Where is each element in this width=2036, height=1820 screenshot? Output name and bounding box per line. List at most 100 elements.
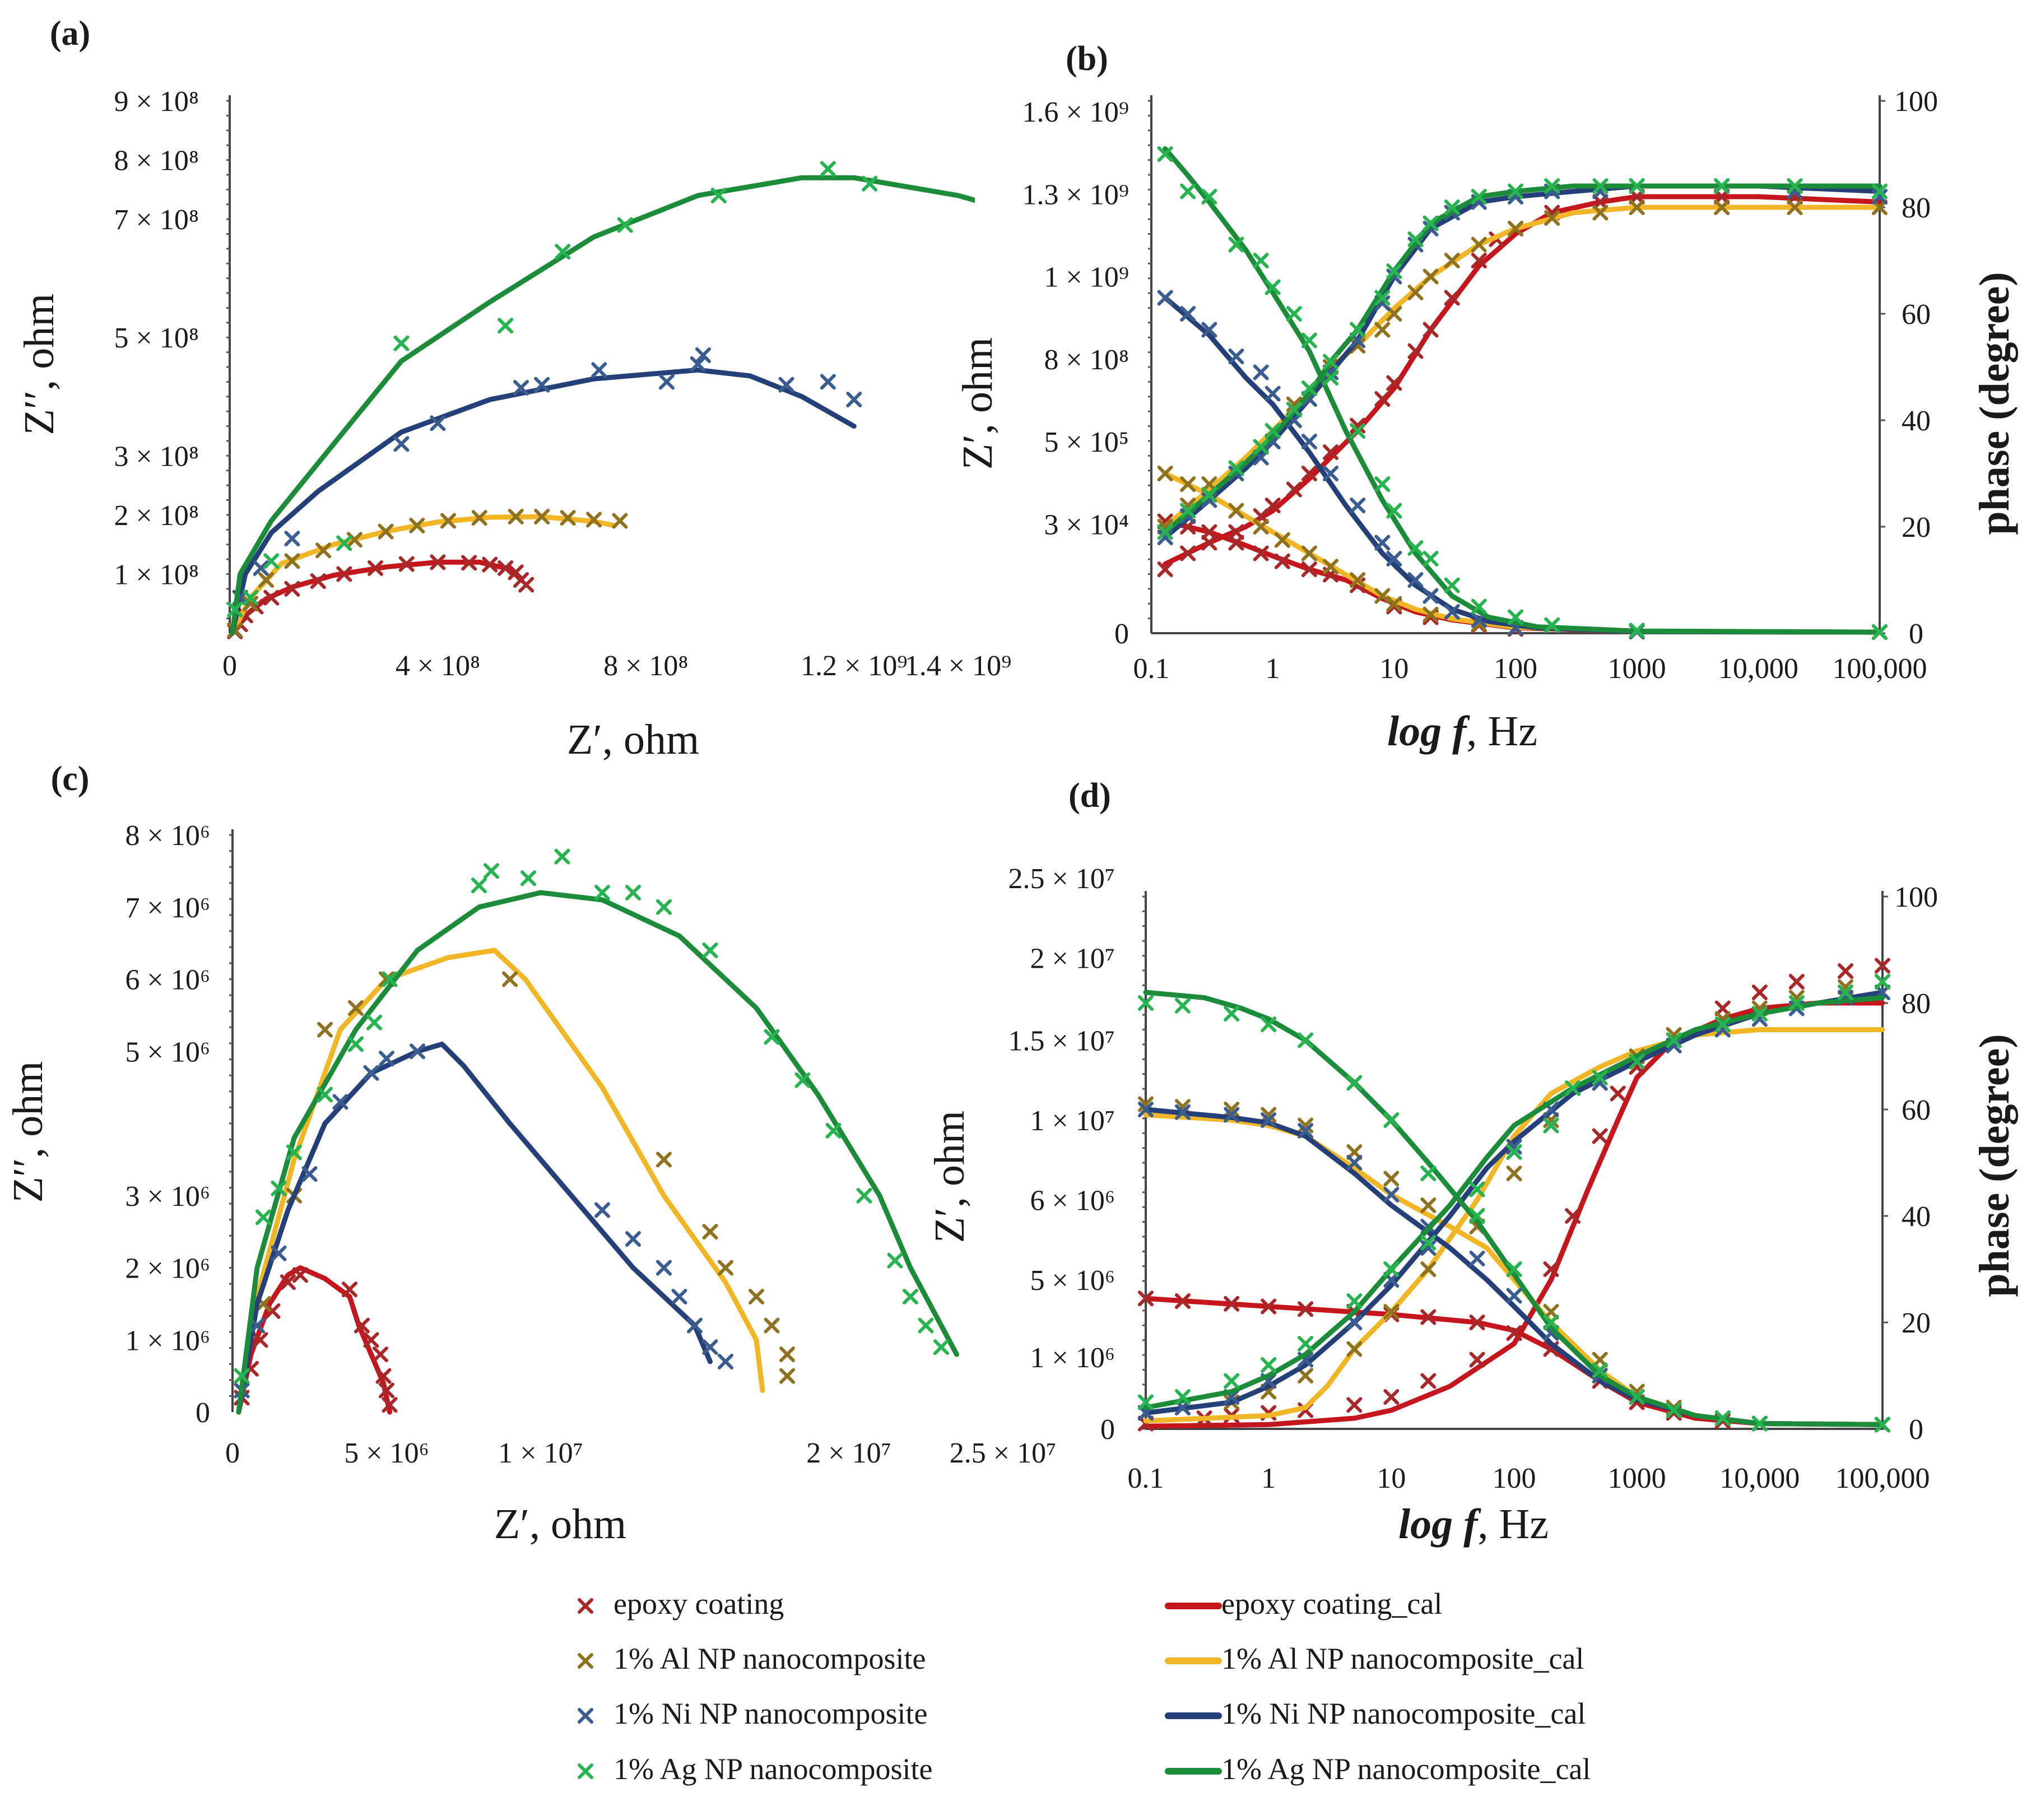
data-point-ag bbox=[764, 1029, 780, 1045]
data-point-epoxy bbox=[280, 1274, 296, 1290]
data-point-ni bbox=[702, 1339, 718, 1355]
data-point-ag bbox=[702, 942, 718, 958]
data-point-al-phase bbox=[1298, 1368, 1314, 1383]
data-point-epoxy bbox=[382, 1397, 398, 1413]
data-point-ni bbox=[625, 1231, 641, 1247]
data-point-ag-impedance bbox=[1286, 306, 1302, 322]
data-point-al bbox=[317, 1022, 333, 1038]
data-point-al bbox=[502, 971, 518, 987]
data-point-al-phase bbox=[1629, 199, 1645, 215]
data-point-ag-phase bbox=[1444, 199, 1460, 215]
data-point-epoxy-phase bbox=[1180, 545, 1196, 561]
data-point-epoxy bbox=[310, 573, 326, 589]
data-point-al-impedance bbox=[1274, 532, 1290, 548]
data-point-ag-phase bbox=[1872, 183, 1888, 199]
data-point-ag bbox=[554, 848, 570, 865]
data-point-ag-impedance bbox=[1444, 577, 1460, 593]
data-point-ag bbox=[825, 1122, 842, 1139]
data-point-ag-impedance bbox=[1323, 370, 1339, 386]
data-point-ag bbox=[903, 1289, 918, 1304]
data-point-al-impedance bbox=[1253, 519, 1269, 535]
data-point-ag-phase bbox=[1751, 1006, 1768, 1022]
data-point-ag-phase bbox=[1506, 1144, 1522, 1160]
data-point-ag bbox=[382, 971, 398, 987]
data-point-ag bbox=[317, 1087, 333, 1103]
data-point-ag-phase bbox=[1301, 380, 1317, 396]
data-point-ag-impedance bbox=[1253, 253, 1269, 268]
data-point-ag-impedance bbox=[1265, 279, 1281, 295]
data-point-epoxy-phase bbox=[1751, 985, 1768, 1000]
data-point-ni-impedance bbox=[1174, 1104, 1191, 1120]
y-tick-label: 9 × 10⁸ bbox=[114, 86, 199, 118]
data-point-al-phase bbox=[1592, 205, 1609, 221]
data-point-epoxy bbox=[375, 1368, 392, 1384]
data-point-ag bbox=[820, 161, 836, 177]
y-tick-label: 1 × 10⁶ bbox=[1030, 1342, 1115, 1374]
fit-line-ag-phase bbox=[1143, 995, 1885, 1410]
data-point-epoxy-phase bbox=[1265, 498, 1281, 513]
legend-label-ag: 1% Ag NP nanocomposite bbox=[613, 1752, 932, 1786]
data-point-al-impedance bbox=[1261, 1107, 1277, 1123]
data-point-al-impedance bbox=[1386, 596, 1402, 612]
data-point-ag-phase bbox=[1383, 1261, 1400, 1277]
y-tick-label: 5 × 10⁶ bbox=[1030, 1265, 1115, 1297]
data-point-ag-phase bbox=[1592, 1070, 1608, 1085]
data-point-al-impedance bbox=[1420, 1197, 1437, 1213]
data-point-ag-phase bbox=[1350, 322, 1366, 338]
data-point-ag-phase bbox=[1286, 402, 1302, 417]
data-point-ni-impedance bbox=[1224, 1107, 1240, 1123]
data-point-epoxy-phase bbox=[1565, 1208, 1581, 1224]
data-point-epoxy-impedance bbox=[1138, 1290, 1154, 1307]
data-point-ag bbox=[336, 535, 352, 551]
x-tick-label: 1000 bbox=[1608, 653, 1666, 685]
data-point-ag bbox=[255, 1209, 271, 1225]
y-tick-label: 5 × 10⁶ bbox=[125, 1036, 210, 1068]
data-point-ag-impedance bbox=[1298, 1032, 1314, 1048]
x-tick-label: 1 bbox=[1261, 1462, 1276, 1494]
data-point-ag-impedance bbox=[1228, 236, 1244, 253]
data-point-ag-impedance bbox=[1386, 503, 1402, 519]
y-axis-title: Z′′, ohm bbox=[4, 1061, 52, 1203]
data-point-al bbox=[508, 509, 524, 525]
data-point-epoxy-phase bbox=[1788, 974, 1805, 990]
data-point-ni-impedance bbox=[1423, 588, 1439, 604]
y-tick-label: 2.5 × 10⁷ bbox=[1008, 863, 1115, 895]
x-tick-label: 10,000 bbox=[1719, 1462, 1800, 1494]
y2-tick-label: 100 bbox=[1894, 881, 1938, 913]
y2-axis-title: phase (degree) bbox=[1971, 1034, 2018, 1297]
data-point-ag bbox=[484, 863, 499, 879]
x-tick-label: 0.1 bbox=[1133, 653, 1170, 685]
y-tick-label: 0 bbox=[196, 1397, 210, 1429]
data-point-ag-phase bbox=[1386, 263, 1402, 279]
data-point-al bbox=[560, 510, 576, 526]
data-point-ag-impedance bbox=[1506, 1261, 1522, 1277]
data-point-epoxy bbox=[284, 581, 300, 597]
y-tick-label: 1 × 10⁷ bbox=[1030, 1105, 1115, 1137]
data-point-ag bbox=[933, 1339, 949, 1355]
x-axis-title: Z′, ohm bbox=[567, 716, 699, 763]
data-point-ag-impedance bbox=[1471, 598, 1487, 615]
plot-area-b bbox=[1157, 146, 1888, 640]
data-point-ag bbox=[978, 183, 990, 196]
data-point-ag-phase bbox=[1174, 1389, 1191, 1405]
data-point-ag-impedance bbox=[1180, 183, 1196, 199]
data-point-al-phase bbox=[1471, 236, 1487, 253]
data-point-ag bbox=[271, 1180, 287, 1196]
data-point-ni-impedance bbox=[1298, 1123, 1314, 1139]
data-point-ni bbox=[430, 415, 446, 431]
data-point-al-impedance bbox=[1224, 1102, 1240, 1117]
y2-tick-label: 20 bbox=[1902, 1307, 1931, 1339]
data-point-epoxy-phase bbox=[1323, 444, 1339, 460]
data-point-epoxy bbox=[508, 564, 524, 581]
data-point-ag-impedance bbox=[1201, 189, 1217, 205]
data-point-ni bbox=[591, 362, 607, 378]
y2-tick-label: 0 bbox=[1909, 1414, 1923, 1446]
data-point-ag-phase bbox=[1423, 215, 1439, 231]
y2-tick-label: 80 bbox=[1902, 192, 1931, 224]
legend-marker-al bbox=[578, 1653, 593, 1669]
data-point-ag-phase bbox=[1714, 178, 1730, 194]
data-point-ni bbox=[301, 1166, 318, 1182]
data-point-ni-phase bbox=[1420, 1240, 1437, 1256]
data-point-ag-phase bbox=[1298, 1336, 1314, 1352]
